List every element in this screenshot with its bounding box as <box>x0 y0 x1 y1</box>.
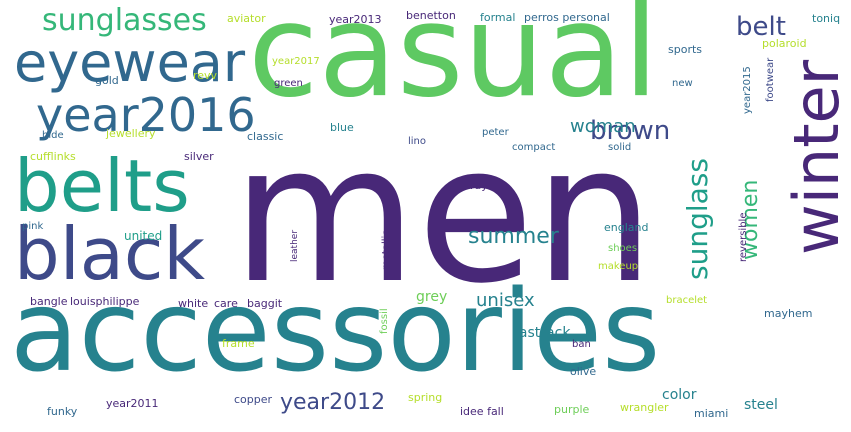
word-eyewear: eyewear <box>14 31 246 94</box>
word-copper: copper <box>234 393 273 406</box>
word-gold: gold <box>95 74 119 87</box>
word-revv: revv <box>193 69 218 82</box>
word-frame: frame <box>222 337 255 350</box>
word-grey: grey <box>416 289 448 305</box>
word-new: new <box>672 78 693 89</box>
word-perros-personal: perros personal <box>524 11 610 24</box>
word-green: green <box>274 78 303 89</box>
word-brown: brown <box>590 116 671 146</box>
word-compact: compact <box>512 142 556 153</box>
word-casual: casual <box>248 0 659 126</box>
word-purple: purple <box>554 403 590 416</box>
word-olive: olive <box>570 365 597 378</box>
word-lino: lino <box>408 136 427 147</box>
word-belts: belts <box>14 144 190 228</box>
word-pink: pink <box>22 221 44 232</box>
word-reversible: reversible <box>738 212 749 262</box>
word-winter: winter <box>780 60 851 256</box>
word-mayhem: mayhem <box>764 307 813 320</box>
word-miami: miami <box>694 407 729 420</box>
word-spring: spring <box>408 391 443 404</box>
word-bracelet: bracelet <box>666 295 708 306</box>
word-polaroid: polaroid <box>762 37 807 50</box>
word-metallic: metallic <box>381 230 392 270</box>
word-shoes: shoes <box>608 243 638 254</box>
word-blue: blue <box>330 121 354 134</box>
word-steel: steel <box>744 397 778 413</box>
word-hide: hide <box>42 130 64 141</box>
word-formal: formal <box>480 11 516 24</box>
word-sunglass: sunglass <box>681 158 714 280</box>
word-makeup: makeup <box>598 261 639 272</box>
word-care: care <box>214 297 238 310</box>
word-fossil: fossil <box>379 308 390 334</box>
word-fastrack: fastrack <box>514 325 571 341</box>
word-peter: peter <box>482 127 509 138</box>
word-year2012: year2012 <box>280 390 386 415</box>
word-color: color <box>662 387 697 403</box>
word-ray: ray <box>470 179 488 192</box>
word-accessories: accessories <box>10 267 661 397</box>
word-men: men <box>232 104 655 325</box>
word-sports: sports <box>668 43 703 56</box>
word-jewellery: jewellery <box>106 127 156 140</box>
word-footwear: footwear <box>765 58 776 103</box>
word-bangle: bangle <box>30 295 68 308</box>
word-year2017: year2017 <box>272 56 320 67</box>
word-solid: solid <box>608 142 632 153</box>
word-year2015: year2015 <box>742 66 753 114</box>
word-united: united <box>124 229 163 243</box>
word-silver: silver <box>184 150 214 163</box>
word-toniq: toniq <box>812 12 841 25</box>
word-england: england <box>604 221 649 234</box>
word-black: black <box>14 212 206 296</box>
word-year2011: year2011 <box>106 397 159 410</box>
word-wrangler: wrangler <box>620 401 669 414</box>
word-idee-fall: idee fall <box>460 405 504 418</box>
word-baggit: baggit <box>247 297 283 310</box>
word-unisex: unisex <box>476 290 535 311</box>
word-sunglasses: sunglasses <box>42 3 207 38</box>
word-benetton: benetton <box>406 9 456 22</box>
word-cufflinks: cufflinks <box>30 150 76 163</box>
word-summer: summer <box>468 224 559 249</box>
word-belt: belt <box>736 12 786 42</box>
word-aviator: aviator <box>227 12 266 25</box>
word-white: white <box>178 297 209 310</box>
word-funky: funky <box>47 405 78 418</box>
word-year2016: year2016 <box>36 88 256 142</box>
word-classic: classic <box>247 130 284 143</box>
word-woman: woman <box>570 116 636 137</box>
word-year2013: year2013 <box>329 13 382 26</box>
word-louisphilippe: louisphilippe <box>70 295 140 308</box>
word-ban: ban <box>572 339 591 350</box>
word-leather: leather <box>290 230 300 263</box>
